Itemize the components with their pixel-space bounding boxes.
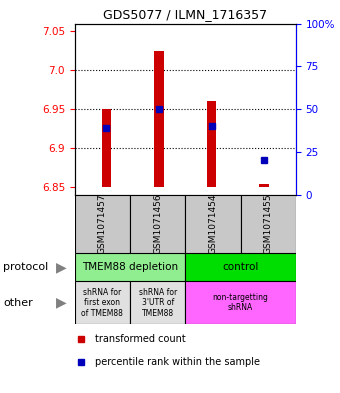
Text: ▶: ▶ bbox=[56, 260, 67, 274]
Text: GSM1071457: GSM1071457 bbox=[98, 194, 107, 254]
Bar bbox=[75, 281, 130, 324]
Bar bbox=[185, 253, 296, 281]
Text: shRNA for
first exon
of TMEM88: shRNA for first exon of TMEM88 bbox=[82, 288, 123, 318]
Text: GSM1071454: GSM1071454 bbox=[208, 194, 217, 254]
Bar bbox=[241, 195, 296, 253]
Text: GSM1071456: GSM1071456 bbox=[153, 194, 162, 254]
Text: transformed count: transformed count bbox=[95, 334, 185, 344]
Text: ▶: ▶ bbox=[56, 296, 67, 310]
Text: GSM1071455: GSM1071455 bbox=[264, 194, 273, 254]
Bar bbox=[130, 281, 185, 324]
Text: protocol: protocol bbox=[3, 262, 49, 272]
Bar bbox=[185, 281, 296, 324]
Bar bbox=[154, 51, 164, 187]
Title: GDS5077 / ILMN_1716357: GDS5077 / ILMN_1716357 bbox=[103, 8, 267, 21]
Bar bbox=[75, 195, 130, 253]
Bar bbox=[102, 109, 111, 187]
Text: shRNA for
3'UTR of
TMEM88: shRNA for 3'UTR of TMEM88 bbox=[139, 288, 177, 318]
Bar bbox=[207, 101, 216, 187]
Bar bbox=[130, 195, 185, 253]
Text: control: control bbox=[222, 262, 259, 272]
Bar bbox=[75, 253, 185, 281]
Bar bbox=[185, 195, 241, 253]
Bar bbox=[259, 184, 269, 187]
Text: percentile rank within the sample: percentile rank within the sample bbox=[95, 357, 260, 367]
Text: other: other bbox=[3, 298, 33, 308]
Text: non-targetting
shRNA: non-targetting shRNA bbox=[212, 293, 269, 312]
Text: TMEM88 depletion: TMEM88 depletion bbox=[82, 262, 178, 272]
